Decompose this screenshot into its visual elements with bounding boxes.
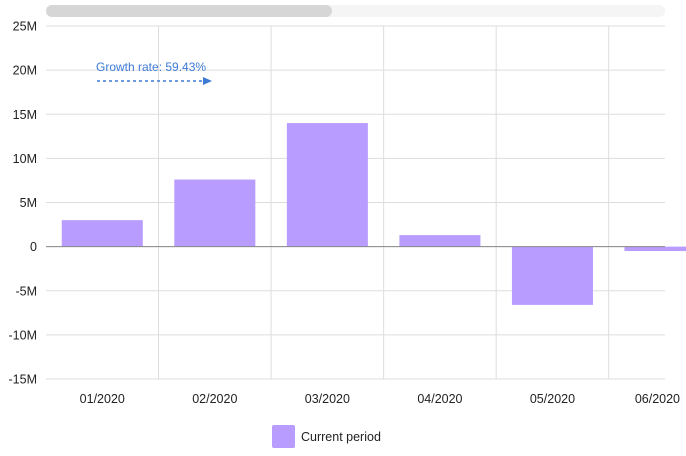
y-tick-label: 15M [13,108,37,122]
y-tick-label: 20M [13,64,37,78]
y-tick-label: 10M [13,152,37,166]
y-tick-label: 0 [30,240,37,254]
x-tick-label: 01/2020 [80,392,125,406]
legend-swatch[interactable] [272,425,295,448]
x-tick-label: 02/2020 [192,392,237,406]
x-tick-label: 05/2020 [530,392,575,406]
y-tick-label: 5M [20,196,37,210]
growth-annotation: Growth rate: 59.43% [96,60,212,85]
x-tick-label: 06/2020 [635,392,680,406]
horizontal-scrollbar[interactable] [46,5,665,17]
y-tick-label: -5M [15,284,37,298]
x-tick-label: 04/2020 [417,392,462,406]
y-tick-label: -10M [9,328,37,342]
y-axis: 25M 20M 15M 10M 5M 0 -5M -10M -15M [9,20,38,387]
y-tick-label: -15M [9,373,37,387]
scrollbar-thumb[interactable] [46,5,332,17]
bar-05-2020[interactable] [511,246,593,305]
y-tick-label: 25M [13,20,37,34]
x-axis: 01/2020 02/2020 03/2020 04/2020 05/2020 06/20… [80,392,680,406]
bar-04-2020[interactable] [399,235,481,247]
legend[interactable]: Current period [272,425,381,448]
x-tick-label: 03/2020 [305,392,350,406]
legend-label[interactable]: Current period [301,430,381,444]
bar-02-2020[interactable] [174,179,256,247]
growth-rate-label: Growth rate: 59.43% [96,60,206,74]
arrow-right-icon [203,77,212,85]
bar-03-2020[interactable] [286,123,368,247]
bar-01-2020[interactable] [61,220,143,247]
bars [61,123,686,305]
bar-06-2020[interactable] [624,246,686,252]
